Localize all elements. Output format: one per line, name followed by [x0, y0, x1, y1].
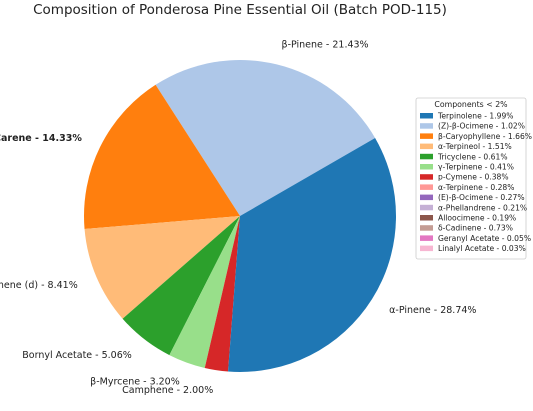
legend-label-9: α-Phellandrene - 0.21% [438, 203, 527, 212]
pie-slice-3 [122, 216, 240, 356]
pie-slice-label-3: Bornyl Acetate - 5.06% [22, 350, 132, 361]
legend-swatch-3 [420, 143, 433, 150]
legend-label-1: (Z)-β-Ocimene - 1.02% [438, 122, 525, 131]
legend-title: Components < 2% [434, 100, 507, 109]
legend-label-13: Linalyl Acetate - 0.03% [438, 244, 526, 253]
legend-swatch-10 [420, 215, 433, 221]
pie-slice-4 [169, 216, 240, 368]
legend-swatch-8 [420, 194, 433, 201]
legend-label-11: δ-Cadinene - 0.73% [438, 224, 513, 233]
legend-label-6: p-Cymene - 0.38% [438, 173, 509, 182]
pie-slice-label-5: Camphene - 2.00% [122, 385, 213, 396]
legend-label-12: Geranyl Acetate - 0.05% [438, 234, 531, 243]
pie-slice-labels: β-Pinene - 21.43% δ-3-Carene - 14.33% Limo… [0, 40, 476, 397]
pie-slice-1 [84, 84, 240, 230]
legend-label-5: γ-Terpinene - 0.41% [438, 163, 514, 172]
legend-label-0: Terpinolene - 1.99% [437, 112, 514, 121]
legend-swatch-1 [420, 123, 433, 129]
legend-label-7: α-Terpinene - 0.28% [438, 183, 514, 192]
legend-swatch-12 [420, 235, 433, 241]
legend-swatch-9 [420, 204, 433, 211]
chart-title: Composition of Ponderosa Pine Essential … [33, 2, 447, 18]
legend-label-2: β-Caryophyllene - 1.66% [438, 132, 532, 141]
legend-swatch-7 [420, 184, 433, 190]
legend-label-10: Alloocimene - 0.19% [438, 214, 516, 223]
legend-swatch-0 [420, 113, 433, 119]
legend-box [415, 97, 527, 260]
legend-label-4: Tricyclene - 0.61% [437, 152, 508, 161]
legend: Components < 2% Terpinolene - 1.99%(Z)-β… [415, 97, 532, 260]
pie-slices [84, 59, 397, 372]
legend-entries: Terpinolene - 1.99%(Z)-β-Ocimene - 1.02%… [420, 112, 532, 253]
legend-swatch-13 [420, 245, 433, 252]
legend-label-3: α-Terpineol - 1.51% [438, 142, 512, 151]
legend-swatch-6 [420, 174, 433, 180]
legend-swatch-11 [420, 225, 433, 231]
legend-swatch-4 [420, 153, 433, 160]
legend-swatch-5 [420, 164, 433, 170]
pie-slice-0 [155, 59, 376, 216]
pie-slice-label-0: β-Pinene - 21.43% [282, 40, 369, 51]
pie-slice-label-4: β-Myrcene - 3.20% [90, 377, 180, 388]
pie-slice-label-2: Limonene (d) - 8.41% [0, 280, 78, 291]
legend-swatch-2 [420, 133, 433, 139]
pie-slice-5 [204, 216, 240, 372]
pie-slice-6 [228, 138, 397, 372]
pie-slice-label-6: α-Pinene - 28.74% [389, 305, 476, 316]
legend-label-8: (E)-β-Ocimene - 0.27% [438, 193, 525, 202]
pie-slice-2 [84, 216, 240, 319]
pie-slice-label-1: δ-3-Carene - 14.33% [0, 133, 82, 144]
